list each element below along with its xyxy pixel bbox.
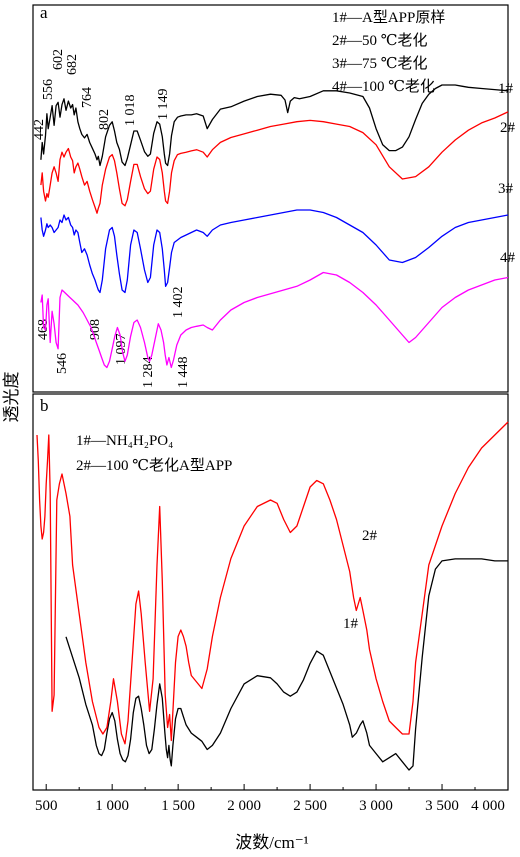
peak-label-908: 908 [88,319,103,340]
x-tick-label-2500: 2 500 [293,798,327,814]
legend-b-1: 1#—NH₄H₂PO₄ [76,433,173,449]
curve-label-a-2: 2# [500,120,516,136]
legend-b-2: 2#—100 ℃老化A型APP [76,457,232,474]
panel-a-curve-labels: 1# 2# 3# 4# [498,81,516,266]
curve-label-a-4: 4# [500,250,516,266]
panel-a-legend: 1#—A型APP原样 2#—50 ℃老化 3#—75 ℃老化 4#—100 ℃老… [332,9,445,95]
x-tick-label-3500: 3 500 [425,798,459,814]
panel-a-series-1 [40,84,509,167]
x-tick-label-1500: 1 500 [161,798,195,814]
x-tick-label-1000: 1 000 [95,798,129,814]
x-axis-ticks: 500 1 000 1 500 2 000 2 500 3 000 3 500 4 000 [35,784,509,814]
curve-label-b-1: 1# [343,616,359,632]
panel-b-curve-labels: 1# 2# [343,528,378,632]
panel-b-series-2 [36,421,509,745]
legend-a-1: 1#—A型APP原样 [332,9,445,26]
peak-label-802: 802 [97,109,112,130]
panel-b-frame [32,393,509,791]
x-axis-label: 波数/cm⁻¹ [235,833,309,852]
peak-label-468: 468 [36,319,51,340]
peak-label-1149: 1 149 [156,89,171,121]
panel-b-letter: b [40,396,49,415]
panel-a-peak-annotations: 442 556 602 682 764 802 1 018 1 149 468 … [32,49,191,388]
x-tick-label-4000: 4 000 [471,798,505,814]
panel-a-frame [32,4,509,393]
peak-label-1402: 1 402 [171,287,186,319]
legend-a-3: 3#—75 ℃老化 [332,55,428,72]
peak-label-1018: 1 018 [123,95,138,127]
x-tick-label-500: 500 [35,798,58,814]
peak-label-556: 556 [41,79,56,100]
peak-label-442: 442 [32,119,47,140]
curve-label-b-2: 2# [362,528,378,544]
panel-a-series-3 [40,209,509,294]
panel-b-series-1 [65,558,508,771]
peak-label-1448: 1 448 [176,357,191,389]
curve-label-a-3: 3# [498,181,514,197]
legend-a-2: 2#—50 ℃老化 [332,32,428,49]
peak-label-546: 546 [55,353,70,374]
x-tick-label-2000: 2 000 [227,798,261,814]
peak-label-602: 602 [51,49,66,70]
peak-label-1284: 1 284 [141,357,156,389]
peak-label-682: 682 [65,54,80,75]
panel-b-curves [36,421,509,771]
peak-label-764: 764 [80,87,95,108]
panel-b-legend: 1#—NH₄H₂PO₄ 2#—100 ℃老化A型APP [76,433,232,474]
curve-label-a-1: 1# [498,81,514,97]
peak-label-1097: 1 097 [114,334,129,366]
panel-a-series-2 [40,111,509,214]
panel-a-letter: a [40,3,48,22]
panel-a-curves [40,84,509,369]
legend-a-4: 4#—100 ℃老化 [332,78,435,95]
y-axis-label: 透光度 [2,372,21,423]
x-tick-label-3000: 3 000 [359,798,393,814]
panel-a-series-4 [40,271,509,369]
